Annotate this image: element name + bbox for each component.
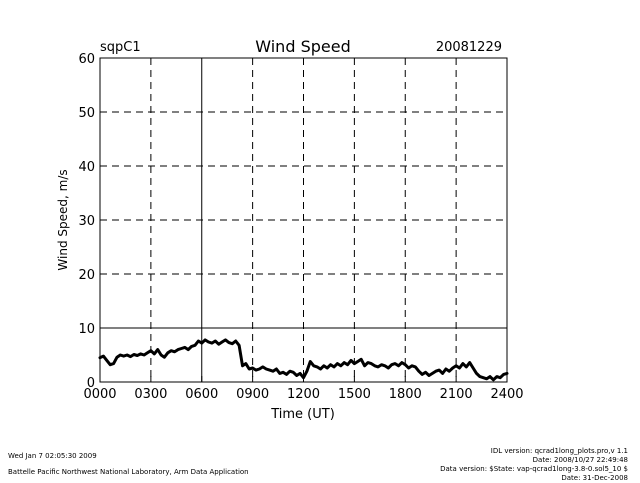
x-axis-ticks: 0000 0300 0600 0900 1200 1500 1800 2100 2400 [83, 376, 524, 402]
y-tick-label-50: 50 [78, 106, 95, 121]
y-axis-label: Wind Speed, m/s [56, 169, 70, 270]
data-date: Date: 31-Dec-2008 [561, 474, 628, 482]
x-tick-label-0900: 0900 [236, 387, 269, 402]
x-tick-label-1500: 1500 [338, 387, 371, 402]
date-label: 20081229 [436, 40, 502, 55]
x-axis-label: Time (UT) [270, 407, 335, 422]
run-timestamp: Wed Jan 7 02:05:30 2009 [8, 452, 97, 460]
idl-date: Date: 2008/10/27 22:49:48 [532, 456, 628, 464]
y-tick-label-0: 0 [87, 376, 95, 391]
x-tick-label-0000: 0000 [83, 387, 116, 402]
data-version: Data version: $State: vap-qcrad1long-3.8… [440, 465, 628, 473]
x-tick-label-2400: 2400 [490, 387, 523, 402]
y-tick-label-30: 30 [78, 214, 95, 229]
grid-lines [100, 58, 507, 382]
organization-credit: Battelle Pacific Northwest National Labo… [8, 468, 249, 476]
x-tick-label-1800: 1800 [389, 387, 422, 402]
y-tick-label-60: 60 [78, 52, 95, 67]
x-tick-label-2100: 2100 [440, 387, 473, 402]
y-tick-label-10: 10 [78, 322, 95, 337]
y-tick-label-40: 40 [78, 160, 95, 175]
x-tick-label-1200: 1200 [287, 387, 320, 402]
footer-left: Wed Jan 7 02:05:30 2009 Battelle Pacific… [8, 452, 249, 476]
chart-title: Wind Speed [255, 37, 350, 56]
site-label: sqpC1 [100, 40, 141, 55]
y-tick-label-20: 20 [78, 268, 95, 283]
y-axis-ticks: 0 10 20 30 40 50 60 [78, 52, 106, 391]
x-tick-label-0600: 0600 [185, 387, 218, 402]
x-tick-label-0300: 0300 [134, 387, 167, 402]
footer-right: IDL version: qcrad1long_plots.pro,v 1.1 … [440, 447, 628, 483]
reference-lines [100, 58, 507, 382]
idl-version: IDL version: qcrad1long_plots.pro,v 1.1 [490, 447, 628, 455]
